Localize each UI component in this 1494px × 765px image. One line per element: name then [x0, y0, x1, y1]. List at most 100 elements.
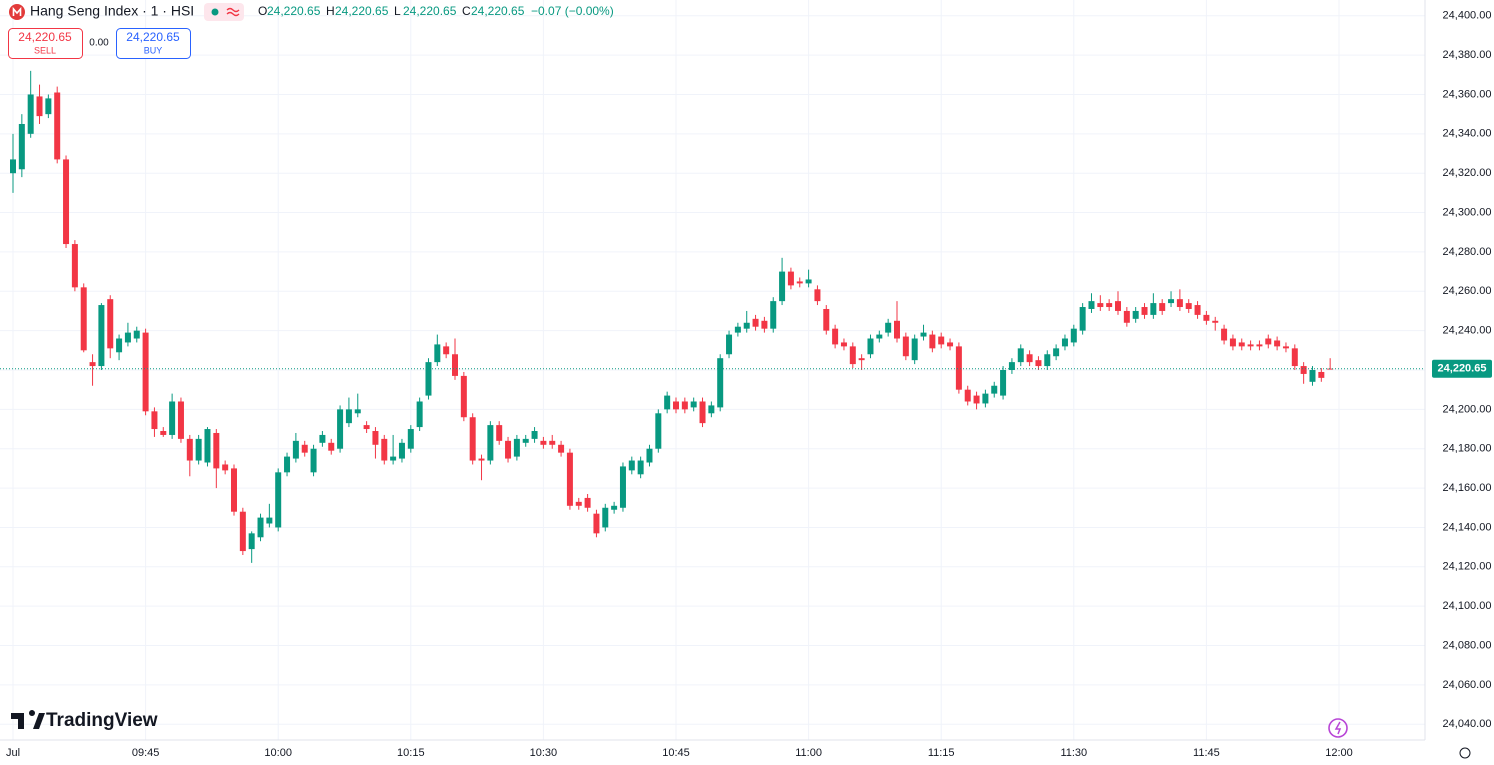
candle-body	[964, 389, 971, 402]
candle-body	[195, 438, 202, 461]
ohlc-legend: O 24,220.65 H 24,220.65 L 24,220.65 C 24,220.65	[258, 4, 525, 18]
candle-body	[27, 94, 34, 134]
candle-body	[840, 342, 847, 347]
candle-body	[124, 332, 131, 343]
candle-body	[345, 409, 352, 424]
candle-body	[478, 458, 485, 461]
candle-body	[1212, 320, 1219, 323]
candle-body	[522, 438, 529, 443]
x-tick-label: 10:30	[530, 747, 558, 759]
candle-body	[1150, 303, 1157, 315]
candle-body	[407, 429, 414, 449]
sell-button[interactable]	[8, 28, 83, 59]
candle-body	[301, 444, 308, 453]
candles	[0, 70, 1425, 563]
brand-logo	[11, 710, 45, 729]
candle-body	[752, 318, 759, 327]
candle-body	[213, 432, 220, 469]
y-tick-label: 24,060.00	[1443, 679, 1492, 691]
candle-body	[982, 393, 989, 404]
x-tick-label: Jul	[6, 747, 20, 759]
candle-body	[646, 448, 653, 463]
candle-body	[602, 507, 609, 528]
candle-body	[1070, 328, 1077, 343]
candle-body	[628, 460, 635, 471]
candle-body	[558, 444, 565, 453]
y-tick-label: 24,120.00	[1443, 561, 1492, 573]
ohlc-key: O	[258, 4, 267, 18]
candle-body	[71, 244, 78, 288]
candle-body	[1282, 346, 1289, 349]
y-tick-label: 24,320.00	[1443, 167, 1492, 179]
symbol-icon-glyph	[12, 6, 22, 16]
sell-label: SELL	[34, 45, 56, 55]
candle-body	[434, 344, 441, 363]
y-tick-label: 24,380.00	[1443, 49, 1492, 61]
candle-body	[1061, 338, 1068, 347]
alert-icon[interactable]	[1328, 718, 1348, 738]
candle-body	[1176, 299, 1183, 308]
candle-body	[938, 336, 945, 345]
candle-body	[858, 358, 865, 361]
candle-body	[902, 336, 909, 357]
candle-body	[142, 332, 149, 412]
candle-body	[443, 346, 450, 355]
y-tick-label: 24,400.00	[1443, 10, 1492, 22]
candle-body	[726, 334, 733, 355]
candle-body	[248, 533, 255, 550]
candle-body	[1141, 307, 1148, 315]
candle-body	[222, 464, 229, 471]
candle-body	[239, 511, 246, 552]
buy-price: 24,220.65	[126, 30, 180, 44]
candle-body	[98, 305, 105, 367]
market-status-dot	[211, 8, 219, 16]
candle-body	[664, 395, 671, 410]
candle-body	[787, 271, 794, 286]
candle-body	[575, 501, 582, 506]
buy-button[interactable]	[116, 28, 191, 59]
candle-body	[416, 401, 423, 428]
candle-body	[734, 326, 741, 333]
candle-body	[761, 320, 768, 329]
candle-body	[36, 96, 43, 117]
candle-body	[540, 440, 547, 445]
ohlc-key: H	[326, 4, 335, 18]
candle-body	[284, 456, 291, 473]
candle-body	[1194, 305, 1201, 315]
candle-body	[814, 289, 821, 302]
candle-body	[584, 497, 591, 508]
last-price-tag	[1432, 359, 1492, 378]
x-tick-label: 10:45	[662, 747, 690, 759]
candle-body	[690, 401, 697, 408]
candle-body	[549, 440, 556, 445]
candle-body	[460, 375, 467, 418]
candle-body	[169, 401, 176, 435]
candle-body	[867, 338, 874, 355]
y-tick-label: 24,300.00	[1443, 206, 1492, 218]
candle-body	[955, 346, 962, 390]
candle-body	[1256, 344, 1263, 347]
data-status-icon	[226, 7, 240, 17]
x-tick-label: 11:45	[1193, 747, 1220, 759]
candle-body	[1265, 338, 1272, 345]
y-tick-label: 24,200.00	[1443, 403, 1492, 415]
candle-body	[319, 434, 326, 443]
candle-body	[63, 159, 70, 245]
candle-body	[1247, 344, 1254, 347]
symbol-title[interactable]: Hang Seng Index · 1 · HSI	[30, 3, 194, 19]
candle-body	[1318, 371, 1325, 378]
candle-body	[89, 362, 96, 367]
candle-body	[637, 460, 644, 475]
candle-body	[699, 401, 706, 424]
settings-icon[interactable]	[1459, 747, 1471, 759]
candle-body	[1159, 303, 1166, 311]
brand-name[interactable]: TradingView	[46, 710, 158, 731]
candle-body	[929, 334, 936, 349]
candle-body	[1053, 348, 1060, 357]
candle-body	[876, 334, 883, 339]
candle-body	[186, 438, 193, 461]
candle-body	[947, 342, 954, 347]
candle-body	[257, 517, 264, 538]
status-badge[interactable]	[204, 3, 244, 21]
grid	[0, 0, 1425, 740]
